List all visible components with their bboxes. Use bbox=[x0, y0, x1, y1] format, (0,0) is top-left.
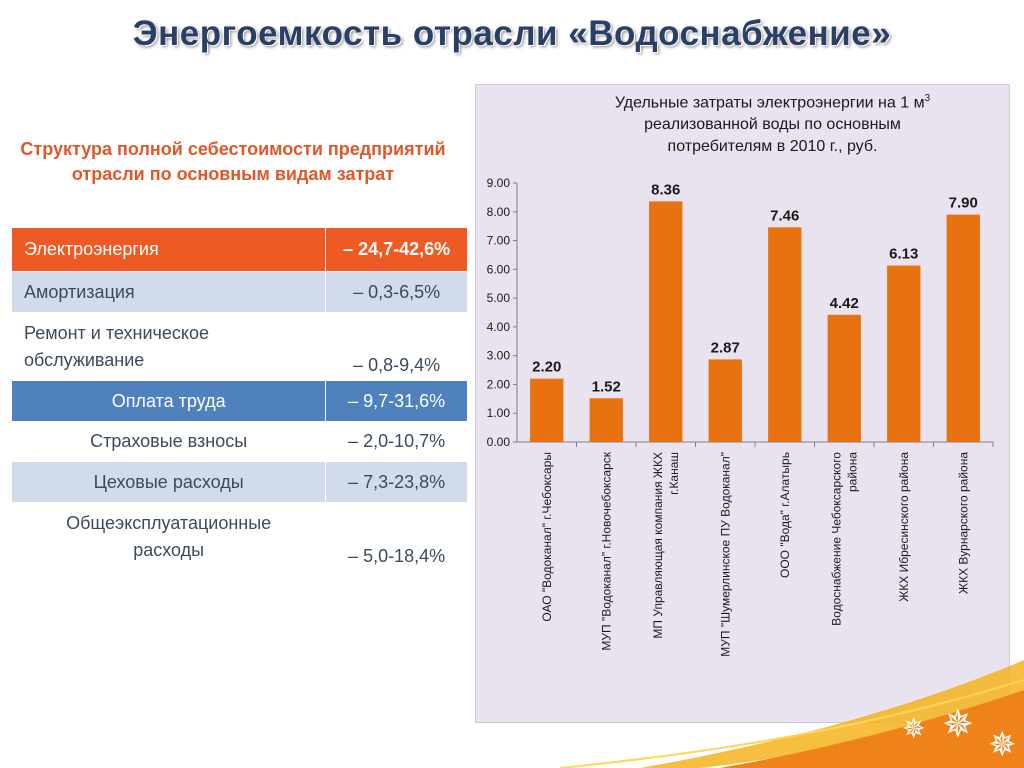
data-label: 7.90 bbox=[949, 195, 978, 212]
x-category-label: ООО "Вода" г.Алатырь bbox=[778, 452, 792, 578]
chart-title-line2: реализованной воды по основным bbox=[644, 116, 901, 134]
y-tick-label: 9.00 bbox=[487, 176, 511, 190]
y-tick-label: 8.00 bbox=[487, 205, 511, 219]
row-label: Цеховые расходы bbox=[12, 461, 327, 503]
row-value: – 7,3-23,8% bbox=[325, 461, 467, 503]
y-tick-label: 4.00 bbox=[487, 320, 511, 334]
table-row: Амортизация – 0,3-6,5% bbox=[12, 271, 467, 313]
y-tick-label: 2.00 bbox=[487, 377, 511, 391]
table-row: Страховые взносы – 2,0-10,7% bbox=[12, 421, 467, 462]
table-row: Ремонт и техническое обслуживание – 0,8-… bbox=[12, 312, 467, 381]
row-label: Ремонт и техническое обслуживание bbox=[12, 312, 327, 381]
data-label: 2.20 bbox=[532, 359, 561, 376]
bar bbox=[827, 314, 861, 442]
star-burst-icon: ✵ bbox=[942, 704, 974, 746]
table-row: Общеэксплуатационные расходы – 5,0-18,4% bbox=[12, 502, 467, 572]
y-tick-label: 5.00 bbox=[487, 291, 511, 305]
y-tick-label: 7.00 bbox=[487, 234, 511, 248]
row-label: Страховые взносы bbox=[12, 421, 327, 462]
star-burst-icon: ✵ bbox=[988, 726, 1017, 764]
data-label: 2.87 bbox=[711, 339, 740, 356]
x-category-label: г.Канаш bbox=[667, 452, 681, 495]
y-tick-label: 3.00 bbox=[487, 349, 511, 363]
table-row: Цеховые расходы – 7,3-23,8% bbox=[12, 461, 467, 503]
table-row: Оплата труда – 9,7-31,6% bbox=[12, 380, 467, 422]
bar bbox=[530, 378, 564, 442]
data-label: 8.36 bbox=[651, 181, 680, 198]
row-label: Оплата труда bbox=[12, 380, 327, 422]
y-tick-label: 0.00 bbox=[487, 435, 511, 449]
x-category-label: ОАО "Водоканал" г.Чебоксары bbox=[540, 452, 554, 622]
x-category-label: района bbox=[845, 452, 859, 492]
y-tick-label: 1.00 bbox=[487, 406, 511, 420]
row-value: – 0,3-6,5% bbox=[325, 271, 467, 313]
row-label: Амортизация bbox=[12, 271, 327, 313]
table-heading: Структура полной себестоимости предприят… bbox=[20, 139, 446, 184]
star-decoration: ✵ ✵ ✵ bbox=[880, 690, 1024, 768]
data-label: 6.13 bbox=[889, 246, 918, 263]
bar bbox=[589, 398, 623, 442]
row-label: Общеэксплуатационные расходы bbox=[12, 502, 327, 572]
data-label: 1.52 bbox=[592, 378, 621, 395]
data-label: 4.42 bbox=[830, 295, 859, 312]
x-category-label: ЖКХ Ибресинского района bbox=[897, 452, 911, 602]
y-tick-label: 6.00 bbox=[487, 262, 511, 276]
star-burst-icon: ✵ bbox=[902, 713, 926, 744]
x-category-label: МП Управляющая компания ЖКХ bbox=[651, 452, 665, 639]
row-value: – 5,0-18,4% bbox=[325, 502, 467, 572]
chart-title-superscript: 3 bbox=[924, 93, 931, 104]
row-value: – 2,0-10,7% bbox=[325, 421, 467, 462]
chart-panel bbox=[475, 84, 1010, 723]
bar bbox=[946, 214, 980, 442]
chart-title-line1: Удельные затраты электроэнергии на 1 м bbox=[614, 94, 925, 112]
bar bbox=[768, 227, 802, 442]
row-value: – 24,7-42,6% bbox=[325, 228, 467, 272]
row-value: – 9,7-31,6% bbox=[325, 380, 467, 422]
row-label: Электроэнергия bbox=[12, 228, 327, 272]
data-label: 7.46 bbox=[770, 207, 799, 224]
chart-title: Удельные затраты электроэнергии на 1 м3 … bbox=[535, 88, 1010, 158]
x-category-label: Водоснабжение Чебоксарского bbox=[829, 452, 843, 626]
table-row: Электроэнергия – 24,7-42,6% bbox=[12, 228, 467, 272]
chart-title-line3: потребителям в 2010 г., руб. bbox=[667, 138, 878, 156]
cost-structure-table: Электроэнергия – 24,7-42,6% Амортизация … bbox=[12, 228, 467, 572]
x-category-label: ЖКХ Вурнарского района bbox=[956, 452, 970, 594]
x-category-label: МУП "Водоканал" г.Новочебоксарск bbox=[599, 451, 613, 650]
bar bbox=[887, 265, 921, 442]
slide-title: Энергоемкость отрасли «Водоснабжение» bbox=[132, 14, 892, 53]
bar bbox=[708, 359, 742, 442]
row-value: – 0,8-9,4% bbox=[325, 312, 467, 381]
x-category-label: МУП "Шумерлинское ПУ Водоканал" bbox=[718, 452, 732, 657]
bar bbox=[649, 201, 683, 442]
